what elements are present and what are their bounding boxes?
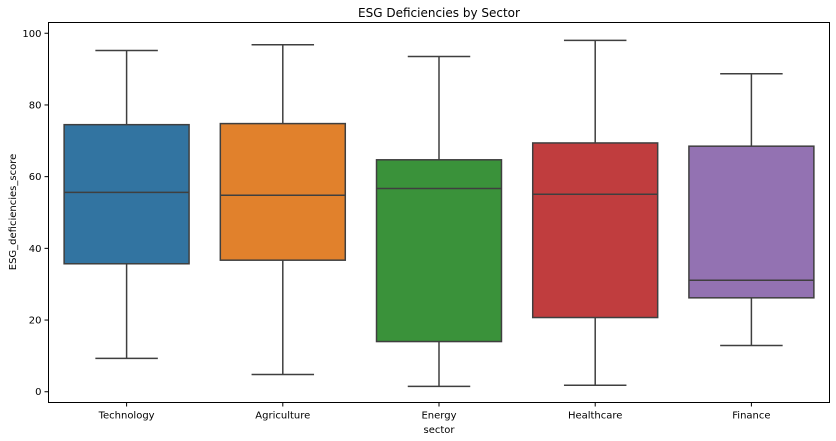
box-agriculture <box>219 43 347 376</box>
y-tick-label: 20 <box>29 316 42 327</box>
y-tick-label: 100 <box>22 29 41 40</box>
box-healthcare <box>531 39 659 387</box>
y-tick-label: 60 <box>29 172 42 183</box>
iqr-box <box>531 142 659 319</box>
x-axis: Technology Agriculture Energy Healthcare Fin… <box>98 402 771 422</box>
y-axis: 0 20 40 60 80 100 <box>22 29 49 398</box>
y-tick-label: 0 <box>35 387 41 398</box>
iqr-box <box>375 159 503 343</box>
box-energy <box>375 55 503 388</box>
chart-title: ESG Deficiencies by Sector <box>358 6 520 20</box>
y-tick-label: 40 <box>29 244 42 255</box>
x-tick-label: Technology <box>98 411 155 422</box>
box-technology <box>63 49 190 360</box>
x-tick-label: Finance <box>732 411 770 422</box>
boxes-group <box>63 39 815 388</box>
y-axis-label: ESG_deficiencies_score <box>8 154 19 271</box>
iqr-box <box>63 123 190 265</box>
box-finance <box>688 73 815 347</box>
x-tick-label: Healthcare <box>568 411 623 422</box>
iqr-box <box>688 145 815 299</box>
y-tick-label: 80 <box>29 100 42 111</box>
iqr-box <box>219 122 347 261</box>
x-axis-label: sector <box>423 425 455 436</box>
x-tick-label: Agriculture <box>255 411 310 422</box>
x-tick-label: Energy <box>421 411 456 422</box>
